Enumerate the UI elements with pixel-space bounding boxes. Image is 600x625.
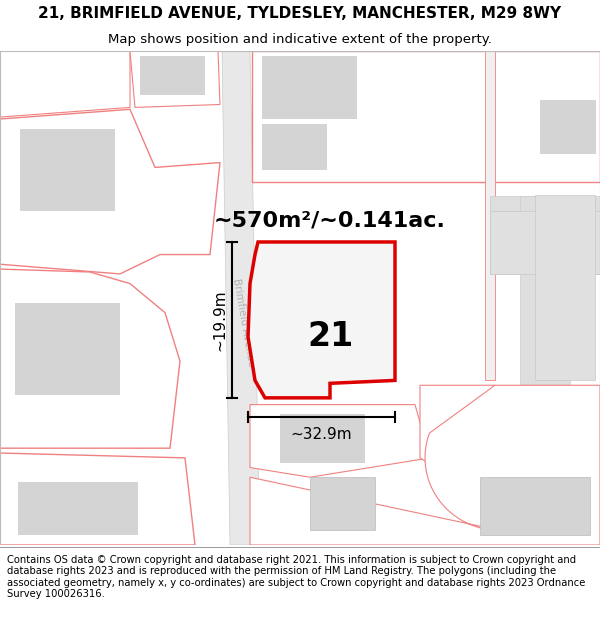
Bar	[262, 124, 327, 171]
Text: Brimfield Avenue: Brimfield Avenue	[232, 278, 257, 367]
Polygon shape	[222, 51, 260, 545]
Polygon shape	[420, 385, 495, 468]
Bar	[265, 254, 380, 351]
Polygon shape	[490, 211, 600, 274]
Bar	[140, 56, 205, 95]
Polygon shape	[485, 51, 495, 381]
Bar	[490, 196, 600, 274]
Bar	[262, 56, 357, 119]
Polygon shape	[250, 404, 430, 478]
Text: Contains OS data © Crown copyright and database right 2021. This information is : Contains OS data © Crown copyright and d…	[7, 554, 586, 599]
Text: 21: 21	[307, 321, 353, 353]
Text: ~570m²/~0.141ac.: ~570m²/~0.141ac.	[214, 211, 446, 231]
Polygon shape	[0, 269, 180, 448]
Bar	[18, 482, 138, 536]
Bar	[540, 99, 595, 153]
Polygon shape	[250, 385, 600, 545]
Polygon shape	[0, 453, 195, 545]
Polygon shape	[130, 51, 220, 107]
Polygon shape	[535, 194, 595, 381]
Bar	[20, 129, 115, 211]
Bar	[310, 478, 375, 531]
Polygon shape	[252, 51, 600, 182]
Text: ~19.9m: ~19.9m	[212, 289, 227, 351]
Bar	[280, 414, 365, 462]
Bar	[15, 303, 120, 395]
Text: ~32.9m: ~32.9m	[290, 427, 352, 442]
Text: Map shows position and indicative extent of the property.: Map shows position and indicative extent…	[108, 34, 492, 46]
Polygon shape	[0, 109, 220, 274]
Text: 21, BRIMFIELD AVENUE, TYLDESLEY, MANCHESTER, M29 8WY: 21, BRIMFIELD AVENUE, TYLDESLEY, MANCHES…	[38, 6, 562, 21]
Bar	[520, 196, 570, 390]
Polygon shape	[0, 51, 130, 117]
Bar	[480, 478, 590, 536]
Polygon shape	[248, 242, 395, 398]
